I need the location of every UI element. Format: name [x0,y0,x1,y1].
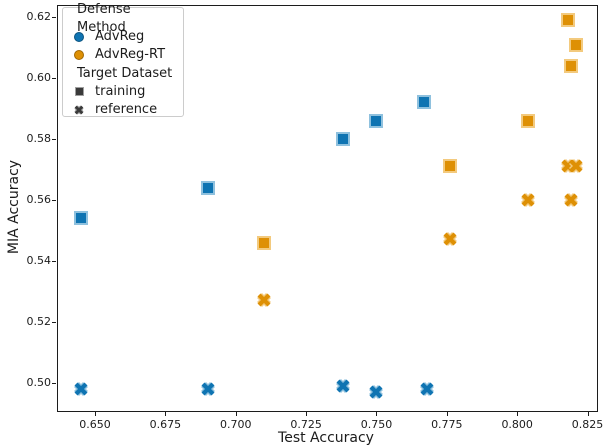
x-tick-mark [446,412,448,416]
legend-marker-cell [63,32,95,43]
x-tick-label: 0.650 [79,418,111,431]
training-square-icon [74,87,84,97]
legend-item-label: AdvReg-RT [95,47,166,63]
legend-section-title: Defense Method [77,2,131,36]
legend-section-title: Target Dataset [77,65,173,81]
data-point-x [369,384,384,399]
legend-item-reference: reference [63,101,183,119]
data-point-square [369,113,384,128]
data-point-square [563,58,578,73]
y-tick-mark [52,17,56,19]
legend-marker-cell [63,50,95,61]
legend-item-advreg-rt: AdvReg-RT [63,46,183,64]
legend-item-label: AdvReg [95,29,145,45]
x-tick-mark [587,412,589,416]
legend-marker-cell [63,105,95,115]
y-tick-label: 0.52 [26,314,52,328]
y-tick-label: 0.50 [26,375,52,389]
y-tick-mark [52,78,56,80]
y-tick-label: 0.54 [26,253,52,267]
legend-item-advreg: AdvReg [63,28,183,46]
x-tick-mark [94,412,96,416]
x-tick-label: 0.750 [360,418,393,431]
y-tick-label: 0.58 [26,131,52,145]
blue-circle-icon [74,32,84,43]
data-point-x [335,378,350,393]
reference-x-icon [74,105,84,115]
x-tick-label: 0.775 [431,418,463,431]
x-tick-mark [306,412,308,416]
x-tick-mark [165,412,167,416]
x-tick-mark [517,412,519,416]
legend: Defense Method AdvReg AdvReg-RT Target Data… [62,2,184,119]
x-axis-label: Test Accuracy [278,430,374,446]
y-tick-mark [52,382,56,384]
data-point-square [335,131,350,146]
y-tick-label: 0.62 [26,10,52,24]
data-point-x [200,381,215,396]
data-point-square [442,159,457,174]
legend-item-label: reference [95,102,158,118]
x-tick-label: 0.675 [149,418,182,431]
y-tick-mark [52,138,56,140]
data-point-x [442,232,457,247]
data-point-square [256,235,271,250]
legend-item-label: training [95,83,146,99]
x-tick-label: 0.825 [571,418,604,431]
y-tick-mark [52,321,56,323]
x-tick-mark [376,412,378,416]
y-axis-label: MIA Accuracy [6,159,22,255]
x-tick-label: 0.800 [501,418,533,431]
y-tick-mark [52,199,56,201]
data-point-x [73,381,88,396]
y-tick-mark [52,260,56,262]
data-point-square [569,37,584,52]
data-point-x [256,293,271,308]
data-point-x [420,381,435,396]
data-point-square [560,13,575,28]
data-point-x [521,192,536,207]
data-point-square [521,113,536,128]
legend-item-training: training [63,83,183,101]
x-tick-label: 0.700 [219,418,252,431]
y-tick-label: 0.56 [26,192,52,206]
x-tick-mark [235,412,237,416]
data-point-square [73,211,88,226]
data-point-x [563,192,578,207]
legend-marker-cell [63,87,95,97]
data-point-square [200,180,215,195]
x-tick-label: 0.725 [290,418,322,431]
y-tick-label: 0.60 [26,71,52,85]
data-point-x [569,159,584,174]
data-point-square [417,95,432,110]
orange-circle-icon [74,50,84,61]
